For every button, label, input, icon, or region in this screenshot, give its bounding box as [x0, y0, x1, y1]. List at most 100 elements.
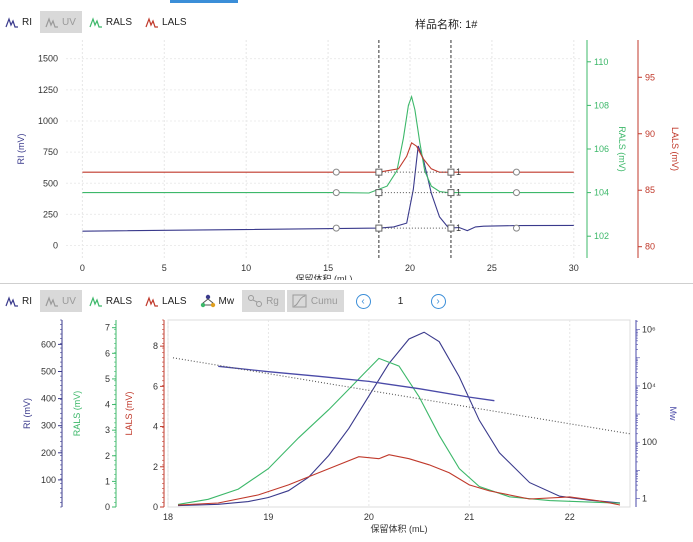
- rals-axis-title: RALS (mV): [617, 126, 627, 172]
- ri-tick-label: 1250: [38, 85, 58, 95]
- baseline-square-marker: [375, 189, 383, 197]
- toggle-lals-bottom-label: LALS: [162, 295, 187, 307]
- toggle-rals-bottom-label: RALS: [105, 295, 133, 307]
- x-tick-label: 25: [487, 263, 497, 273]
- series-rals-line: [177, 357, 621, 505]
- plot-area: [66, 40, 582, 258]
- ri-tick-label: 500: [43, 178, 58, 188]
- toggle-lals[interactable]: LALS: [140, 11, 192, 33]
- lals-tick-label: 0: [153, 502, 158, 512]
- molecule-icon: [200, 294, 215, 308]
- lals-axis-title: LALS (mV): [124, 391, 134, 435]
- x-tick-label: 0: [80, 263, 85, 273]
- uv-trace-icon: [45, 296, 58, 307]
- lals-tick-label: 80: [645, 242, 655, 252]
- toggle-ri-bottom-label: RI: [22, 295, 32, 307]
- chevron-left-icon: ‹: [361, 295, 365, 307]
- top-chromatogram-chart[interactable]: 0 5 10 15 20 25 30 0 250 500 750 1000 1250 1500 RI (mV…: [0, 36, 693, 280]
- baseline-square-marker: [375, 224, 383, 232]
- mw-tick-label: 100: [642, 437, 657, 447]
- baseline-circle-marker: [332, 168, 340, 176]
- page-number: 1: [397, 295, 404, 307]
- series-ri-line: [177, 331, 621, 507]
- baseline-square-marker: [447, 189, 455, 197]
- rals-axis-title: RALS (mV): [72, 391, 82, 437]
- toggle-rals[interactable]: RALS: [84, 11, 138, 33]
- x-tick-label: 15: [323, 263, 333, 273]
- active-tab-indicator: [170, 0, 238, 3]
- toggle-uv-label: UV: [62, 16, 76, 28]
- toggle-lals-label: LALS: [162, 16, 187, 28]
- mw-axis-title: Mw: [668, 407, 678, 421]
- mw-tick-label: 10⁴: [642, 381, 656, 391]
- ri-tick-label: 400: [41, 394, 56, 404]
- rals-tick-label: 4: [105, 400, 110, 410]
- baseline-circle-marker: [512, 224, 520, 232]
- x-tick-label: 21: [464, 512, 474, 522]
- toggle-ri[interactable]: RI: [0, 11, 38, 33]
- lals-trace-icon: [145, 296, 159, 307]
- x-axis-title: 保留体积 (mL): [371, 523, 428, 534]
- rals-trace-icon: [89, 296, 102, 307]
- toggle-uv[interactable]: UV: [40, 11, 82, 33]
- chevron-right-icon: ›: [436, 295, 440, 307]
- ri-trace-icon: [5, 17, 18, 28]
- rals-trace-icon: [89, 17, 102, 28]
- ri-tick-label: 500: [41, 366, 56, 376]
- baseline-square-marker: [375, 168, 383, 176]
- lals-tick-label: 4: [153, 422, 158, 432]
- ri-tick-label: 750: [43, 147, 58, 157]
- toggle-mw-label: Mw: [218, 295, 235, 307]
- toggle-rals-bottom[interactable]: RALS: [84, 290, 138, 312]
- toggle-uv-bottom-label: UV: [62, 295, 76, 307]
- marker-label: 1: [456, 167, 461, 177]
- rals-tick-label: 1: [105, 476, 110, 486]
- toggle-uv-bottom[interactable]: UV: [40, 290, 82, 312]
- ri-tick-label: 600: [41, 339, 56, 349]
- ri-axis-title: RI (mV): [22, 398, 32, 429]
- ri-tick-label: 250: [43, 209, 58, 219]
- prev-page-button[interactable]: ‹: [355, 293, 371, 309]
- x-tick-label: 18: [163, 512, 173, 522]
- toggle-cumu-label: Cumu: [310, 295, 338, 307]
- toggle-mw[interactable]: Mw: [195, 290, 241, 312]
- ri-tick-label: 100: [41, 475, 56, 485]
- marker-label: 1: [456, 223, 461, 233]
- lals-tick-label: 8: [153, 341, 158, 351]
- rals-tick-label: 110: [594, 57, 608, 67]
- x-tick-label: 10: [241, 263, 251, 273]
- x-tick-label: 5: [162, 263, 167, 273]
- rals-tick-label: 0: [105, 502, 110, 512]
- sample-title: 样品名称: 1#: [415, 19, 478, 31]
- top-chart-toolbar: RI UV RALS LALS: [0, 10, 195, 34]
- toggle-cumu[interactable]: Cumu: [286, 290, 344, 312]
- x-tick-label: 22: [565, 512, 575, 522]
- toggle-lals-bottom[interactable]: LALS: [140, 290, 192, 312]
- lals-tick-label: 85: [645, 185, 655, 195]
- baseline-circle-marker: [512, 168, 520, 176]
- rals-tick-label: 5: [105, 374, 110, 384]
- baseline-circle-marker: [512, 189, 520, 197]
- x-tick-label: 20: [364, 512, 374, 522]
- baseline-circle-marker: [332, 224, 340, 232]
- baseline-square-marker: [447, 168, 455, 176]
- ri-trace-icon: [5, 296, 18, 307]
- rals-tick-label: 6: [105, 348, 110, 358]
- x-tick-label: 19: [263, 512, 273, 522]
- lals-tick-label: 6: [153, 381, 158, 391]
- ri-tick-label: 300: [41, 421, 56, 431]
- cumulative-icon: [292, 294, 307, 308]
- next-page-button[interactable]: ›: [430, 293, 446, 309]
- rals-tick-label: 106: [594, 144, 609, 154]
- bottom-chart-toolbar: RI UV RALS LALS Mw Rg Cumu ‹ 1 ›: [0, 289, 446, 313]
- toggle-ri-label: RI: [22, 16, 32, 28]
- toggle-ri-bottom[interactable]: RI: [0, 290, 38, 312]
- ri-tick-label: 0: [53, 241, 58, 251]
- series-lals-line: [177, 454, 621, 506]
- rg-icon: [248, 295, 263, 307]
- lals-axis-title: LALS (mV): [670, 127, 680, 171]
- plot-area: [167, 319, 631, 508]
- toggle-rg[interactable]: Rg: [242, 290, 285, 312]
- rals-tick-label: 7: [105, 323, 110, 333]
